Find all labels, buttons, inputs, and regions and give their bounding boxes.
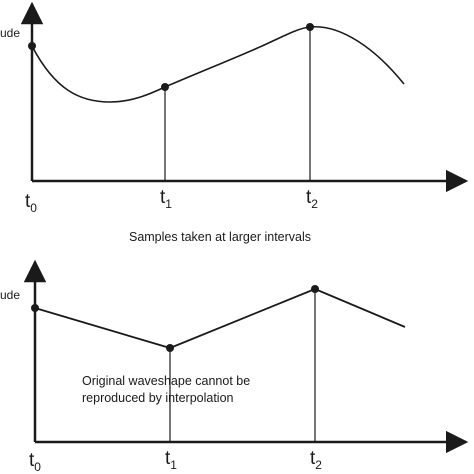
- bottom-sample-point-t1: [166, 344, 174, 352]
- caption: Samples taken at larger intervals: [129, 230, 311, 244]
- bottom-tick-label-t0: t0: [29, 450, 41, 474]
- top-sample-point-t2: [306, 23, 314, 31]
- top-waveform: [31, 26, 405, 103]
- note-line-2: reproduced by interpolation: [82, 391, 234, 405]
- bottom-interpolated-line: [34, 288, 406, 349]
- bottom-sample-point-t0: [31, 304, 39, 312]
- top-y-axis-label: ude: [0, 26, 20, 40]
- top-tick-label-t0: t0: [25, 191, 37, 215]
- top-tick-label-t2: t2: [306, 187, 318, 211]
- bottom-tick-label-t1: t1: [165, 448, 177, 472]
- note-line-1: Original waveshape cannot be: [82, 374, 250, 388]
- bottom-tick-label-t2: t2: [310, 448, 322, 472]
- bottom-sample-point-t2: [311, 285, 319, 293]
- top-sample-point-t0: [28, 42, 36, 50]
- top-tick-label-t1: t1: [160, 187, 172, 211]
- bottom-y-axis-label: ude: [0, 288, 20, 302]
- top-sample-point-t1: [161, 83, 169, 91]
- bottom-panel: ude Original waveshape cannot be reprodu…: [0, 259, 469, 474]
- top-panel: ude t0 t1 t2: [0, 1, 469, 215]
